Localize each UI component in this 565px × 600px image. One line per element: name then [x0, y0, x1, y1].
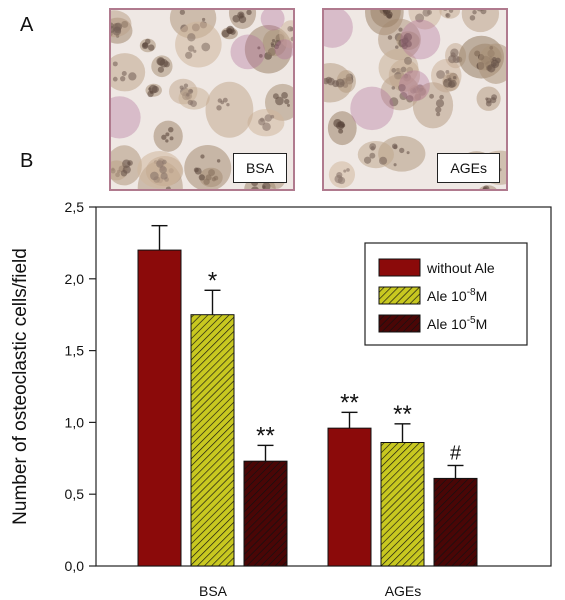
- micrograph-ages: AGEs: [322, 8, 508, 191]
- legend-entry-label: Ale 10-8M: [427, 287, 487, 304]
- bar-ages-series-1: [380, 442, 425, 567]
- legend-entry-label: without Ale: [426, 260, 495, 276]
- significance-label: **: [393, 401, 412, 428]
- panel-label-a: A: [20, 14, 34, 36]
- bar-chart: 0,0 0,5 1,0 1,5 2,0 2,5 Number of osteoclastic…: [10, 199, 552, 599]
- significance-label: *: [208, 267, 217, 294]
- legend-swatch: [378, 286, 421, 305]
- legend-swatch: [378, 314, 421, 333]
- y-tick-label: 1,0: [65, 414, 85, 430]
- y-tick-label: 0,5: [65, 486, 85, 502]
- x-category-label: AGEs: [385, 583, 422, 599]
- y-tick-label: 0,0: [65, 558, 85, 574]
- legend-entry-label: Ale 10-5M: [427, 315, 487, 332]
- bar-bsa-series-1: [190, 314, 235, 567]
- y-tick-label: 1,5: [65, 343, 85, 359]
- micrograph-label-ages: AGEs: [437, 153, 500, 183]
- bar-bsa-series-0: [137, 249, 182, 567]
- micrograph-label-bsa: BSA: [232, 153, 287, 183]
- legend-swatch: [378, 258, 421, 277]
- bar-ages-series-2: [433, 477, 478, 567]
- bar-bsa-series-2: [243, 460, 288, 567]
- y-tick-label: 2,5: [65, 199, 85, 215]
- x-category-label: BSA: [199, 583, 228, 599]
- y-axis-label: Number of osteoclastic cells/field: [10, 248, 31, 525]
- plot-frame: [95, 206, 552, 567]
- significance-label: **: [256, 422, 275, 449]
- bar-ages-series-0: [327, 427, 372, 567]
- micrograph-bsa: BSA: [109, 8, 295, 191]
- significance-label: **: [340, 389, 359, 416]
- significance-label: #: [450, 442, 462, 464]
- y-tick-label: 2,0: [65, 271, 85, 287]
- panel-label-b: B: [20, 150, 34, 172]
